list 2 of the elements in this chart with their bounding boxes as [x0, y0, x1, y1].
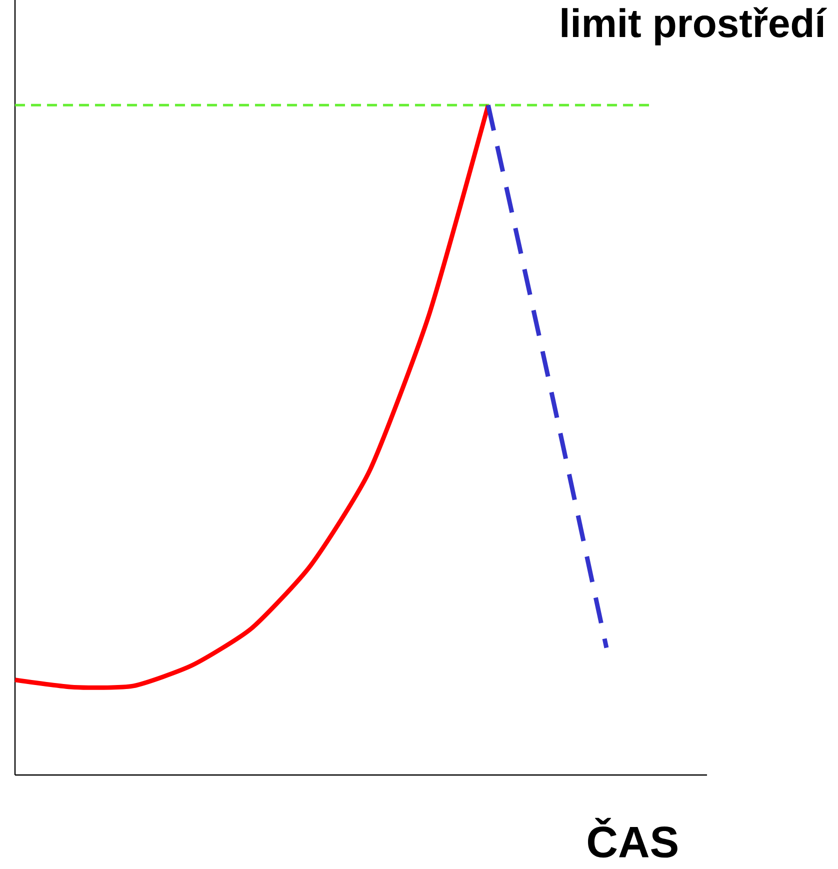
- x-axis-title: ČAS: [588, 818, 678, 858]
- ref-line-label: limit prostředí: [562, 7, 827, 46]
